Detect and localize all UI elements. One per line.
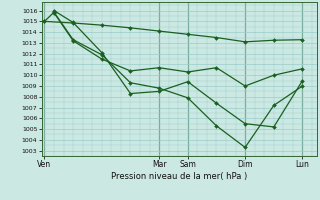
X-axis label: Pression niveau de la mer( hPa ): Pression niveau de la mer( hPa ) [111,172,247,181]
